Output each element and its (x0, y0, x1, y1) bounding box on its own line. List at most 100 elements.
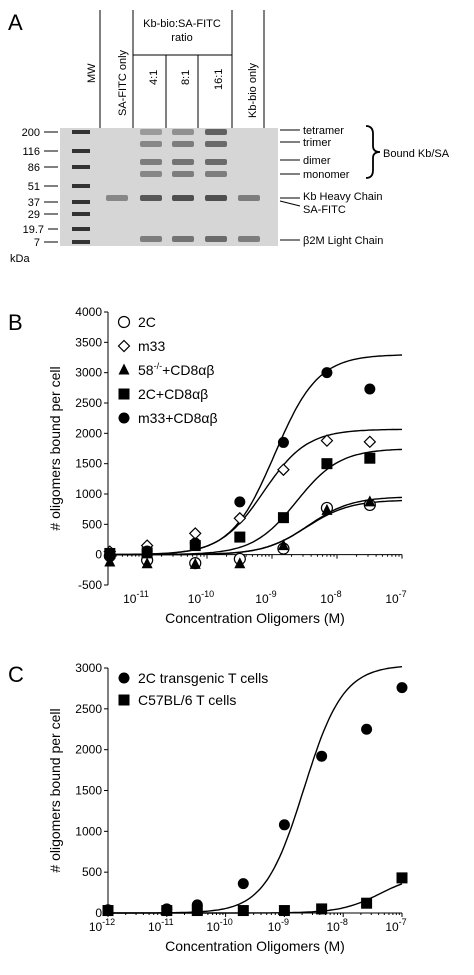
data-point (316, 903, 328, 915)
legend-label: 2C transgenic T cells (138, 670, 268, 686)
mw-200: 200 (22, 127, 40, 139)
band-heavy: Kb Heavy Chain (303, 191, 383, 203)
mw-37: 37 (28, 197, 40, 209)
y-tick-label: 500 (82, 517, 102, 531)
lane-label-sa-only: SA-FITC only (117, 49, 129, 116)
gel-band (205, 141, 227, 147)
legend-label: 2C+CD8αβ (138, 386, 208, 402)
data-point (141, 557, 153, 569)
x-tick-label: 10-10 (206, 917, 232, 934)
x-tick-label: 10-8 (320, 589, 341, 606)
legend-marker (118, 363, 130, 375)
data-point (361, 723, 373, 735)
gel-band (140, 141, 162, 147)
data-point (321, 367, 333, 379)
x-tick-label: 10-9 (255, 589, 276, 606)
gel-band (172, 171, 194, 177)
lane-label-kb-only: Kb-bio only (247, 62, 259, 118)
gel-band (140, 159, 162, 165)
data-point (364, 383, 376, 395)
data-point (277, 512, 289, 524)
chart-c: 0 500 1000 1500 2000 2500 3000 10-12 10-11 10-10 1… (47, 661, 408, 954)
gel-bands (72, 129, 260, 244)
legend-label: C57BL/6 T cells (138, 692, 236, 708)
x-tick-label: 10-7 (385, 589, 406, 606)
mw-unit: kDa (10, 253, 30, 265)
data-point (278, 905, 290, 917)
data-point (277, 436, 289, 448)
gel-band (205, 129, 227, 135)
y-tick-label: 0 (95, 906, 102, 920)
ladder-band (72, 149, 90, 153)
fit-curve (108, 883, 403, 914)
data-point (233, 511, 247, 525)
data-point (234, 531, 246, 543)
x-tick-label: 10-11 (148, 917, 174, 934)
legend-label: m33 (138, 338, 165, 354)
band-dimer: dimer (303, 155, 331, 167)
band-monomer: monomer (303, 169, 350, 181)
ladder-band (72, 240, 90, 244)
data-point (316, 750, 328, 762)
data-point (161, 905, 173, 917)
data-point (237, 878, 249, 890)
gel-band (172, 195, 194, 201)
y-tick-label: 1000 (75, 824, 102, 838)
mw-7: 7 (34, 237, 40, 249)
y-axis-label: # oligomers bound per cell (47, 708, 63, 872)
band-light: β2M Light Chain (303, 235, 383, 247)
mw-19-7: 19.7 (23, 224, 44, 236)
y-tick-label: 1500 (75, 457, 102, 471)
ladder-band (72, 165, 90, 169)
fit-curve (108, 428, 402, 556)
panel-c-letter: C (8, 662, 24, 687)
band-trimer: trimer (303, 137, 331, 149)
ladder-band (72, 227, 90, 231)
y-tick-label: 2000 (75, 743, 102, 757)
y-tick-label: 3500 (75, 335, 102, 349)
lane-label-16-1: 16:1 (213, 69, 225, 90)
data-point (396, 872, 408, 884)
gel-band (205, 159, 227, 165)
chart-b: -500 0 500 1000 1500 2000 2500 3000 3500 4000 10-1… (47, 305, 407, 626)
data-point (189, 557, 201, 569)
legend-marker (118, 412, 130, 424)
data-point (102, 905, 114, 917)
data-point (277, 463, 290, 477)
gel-band (140, 195, 162, 201)
x-tick-label: 10-11 (123, 589, 149, 606)
y-tick-label: 500 (82, 865, 102, 879)
ladder-band (72, 130, 90, 134)
data-point (234, 496, 246, 508)
x-axis-label: Concentration Oligomers (M) (165, 610, 345, 626)
y-tick-label: 3000 (75, 661, 102, 675)
legend-marker (117, 315, 131, 329)
y-tick-label: 1000 (75, 487, 102, 501)
bound-brace (365, 125, 381, 179)
ratio-header-1: Kb-bio:SA-FITC (143, 18, 221, 30)
data-point (104, 555, 116, 567)
x-tick-label: 10-7 (385, 917, 406, 934)
gel-band (172, 236, 194, 242)
band-safitc: SA-FITC (303, 204, 346, 216)
legend-label: 58-/-+CD8αβ (138, 361, 214, 378)
gel-band (172, 141, 194, 147)
data-point (141, 545, 153, 557)
y-tick-label: 2000 (75, 426, 102, 440)
panel-a-letter: A (8, 10, 23, 35)
x-tick-label: 10-8 (327, 917, 348, 934)
gel-band (205, 195, 227, 201)
lane-label-8-1: 8:1 (180, 70, 192, 85)
data-point (361, 897, 373, 909)
y-tick-label: 2500 (75, 702, 102, 716)
legend-marker (118, 694, 130, 706)
legend-label: 2C (138, 314, 156, 330)
y-tick-label: 4000 (75, 305, 102, 319)
gel-band (172, 159, 194, 165)
data-point (321, 503, 333, 515)
gel-image (60, 128, 278, 246)
legend-marker (118, 388, 130, 400)
data-point (191, 905, 203, 917)
lane-label-mw: MW (86, 63, 98, 83)
ladder-band (72, 212, 90, 216)
